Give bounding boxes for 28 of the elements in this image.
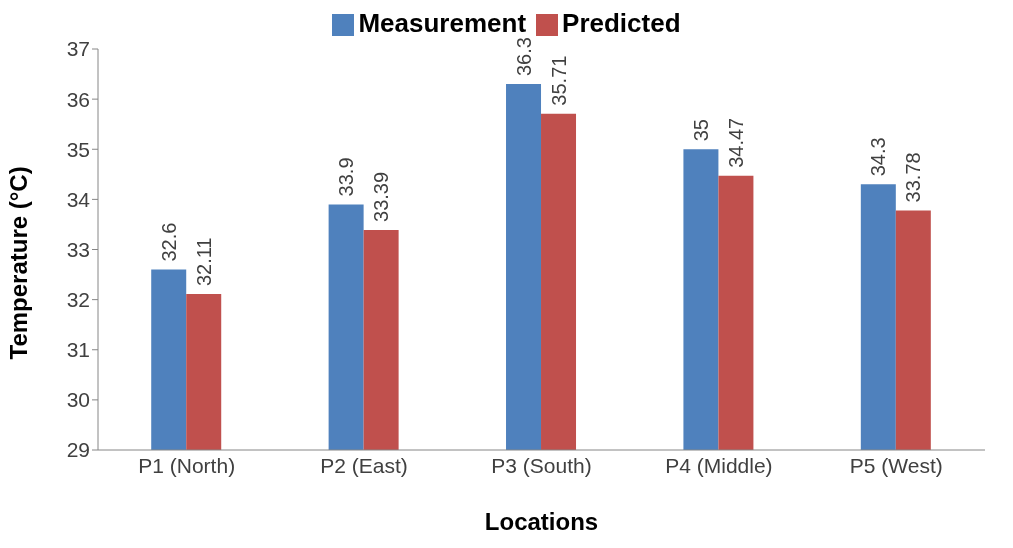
data-label: 32.6: [157, 222, 180, 262]
y-axis-title: Temperature (°C): [4, 166, 32, 360]
data-label: 34.47: [724, 117, 747, 168]
data-label: 35: [689, 119, 712, 142]
data-label: 33.39: [370, 171, 393, 222]
y-tick-label: 35: [66, 137, 90, 161]
y-tick-label: 30: [66, 388, 90, 412]
data-label: 34.3: [867, 137, 890, 177]
data-label: 36.3: [512, 37, 535, 77]
legend-label: Measurement: [358, 8, 527, 38]
x-tick-label: P2 (East): [320, 453, 408, 477]
y-tick-label: 33: [66, 237, 90, 261]
y-tick-label: 32: [66, 288, 90, 312]
x-axis-title: Locations: [484, 508, 599, 535]
data-label: 35.71: [547, 55, 570, 106]
legend-label: Predicted: [562, 8, 681, 38]
x-tick-label: P3 (South): [491, 453, 592, 477]
x-tick-label: P1 (North): [138, 453, 236, 477]
y-tick-label: 34: [66, 187, 91, 211]
data-label: 33.9: [335, 157, 358, 197]
y-tick-label: 37: [66, 37, 90, 61]
data-label: 32.11: [192, 237, 215, 287]
x-tick-label: P4 (Middle): [665, 453, 773, 477]
y-tick-label: 36: [66, 87, 90, 111]
y-tick-label: 31: [66, 338, 90, 362]
data-label: 33.78: [902, 152, 925, 203]
x-tick-label: P5 (West): [849, 453, 943, 477]
y-tick-label: 29: [66, 438, 90, 462]
